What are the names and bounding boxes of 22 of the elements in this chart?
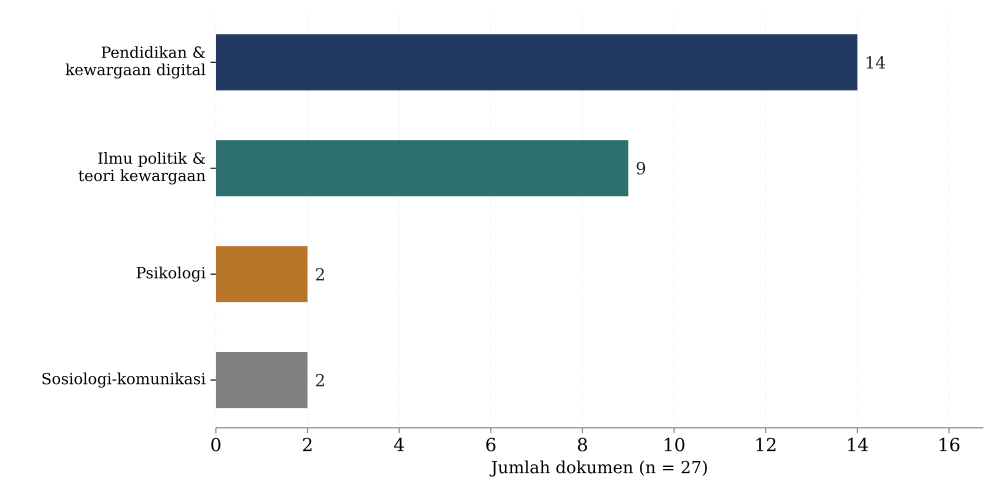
x-tick-label: 8 <box>578 438 587 452</box>
data-label: 9 <box>636 162 646 174</box>
data-label: 2 <box>316 374 324 386</box>
x-tick-label: 0 <box>211 438 220 452</box>
y-tick-label: Psikologi <box>136 266 206 282</box>
y-tick-label: Sosiologi-komunikasi <box>42 372 206 388</box>
y-tick-label: Pendidikan & kewargaan digital <box>66 46 206 78</box>
x-tick-label: 14 <box>848 438 868 451</box>
x-tick-label: 12 <box>756 438 776 451</box>
bar <box>216 140 628 196</box>
data-label: 14 <box>866 56 886 68</box>
x-tick-label: 16 <box>940 438 960 452</box>
x-tick-label: 2 <box>303 438 312 451</box>
bar <box>216 34 858 90</box>
x-tick-label: 10 <box>664 438 684 452</box>
data-label: 2 <box>316 268 324 280</box>
x-tick-label: 4 <box>394 438 404 451</box>
bar <box>216 246 308 302</box>
y-tick-label: Ilmu politik & teori kewargaan <box>78 152 206 184</box>
x-axis-title: Jumlah dokumen (n = 27) <box>490 460 707 476</box>
x-tick-label: 6 <box>486 438 496 452</box>
bar <box>216 352 308 408</box>
